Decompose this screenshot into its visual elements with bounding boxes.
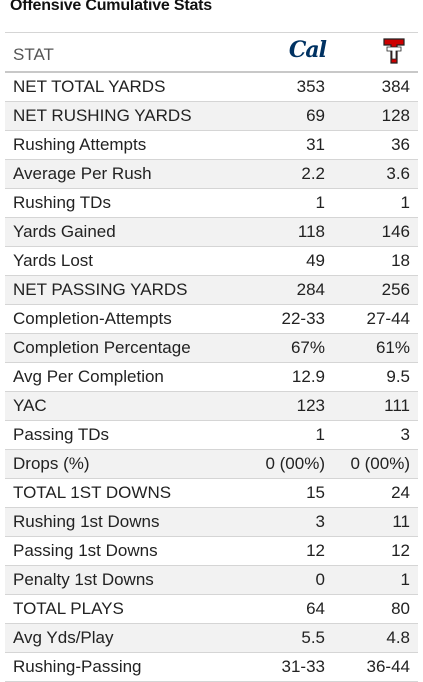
texas-tech-value: 3.6 [386, 164, 410, 183]
texas-tech-value: 1 [400, 570, 410, 589]
table-row: Passing 1st Downs 12 12 [5, 537, 418, 566]
stat-label: NET PASSING YARDS [13, 280, 188, 299]
table-row: Avg Yds/Play 5.5 4.8 [5, 624, 418, 653]
cal-value: 123 [296, 396, 325, 415]
cal-value: 1 [315, 193, 325, 212]
table-row: Penalty 1st Downs 0 1 [5, 566, 418, 595]
cal-value: 12.9 [291, 367, 325, 386]
table-header: STAT Cal [5, 33, 418, 73]
texas-tech-value: 27-44 [366, 309, 410, 328]
page-title: Offensive Cumulative Stats [10, 0, 212, 14]
table-row: TOTAL 1ST DOWNS 15 24 [5, 479, 418, 508]
texas-tech-value: 36 [391, 135, 410, 154]
table-row: Rushing Attempts 31 36 [5, 131, 418, 160]
stat-label: Avg Yds/Play [13, 628, 114, 647]
stat-label: Yards Lost [13, 251, 94, 270]
stat-label: Yards Gained [13, 222, 116, 241]
texas-tech-value: 9.5 [386, 367, 410, 386]
table-row: Yards Gained 118 146 [5, 218, 418, 247]
cal-value: 5.5 [301, 628, 325, 647]
texas-tech-value: 128 [381, 106, 410, 125]
table-row: NET PASSING YARDS 284 256 [5, 276, 418, 305]
texas-tech-value: 1 [400, 193, 410, 212]
table-row: Rushing-Passing 31-33 36-44 [5, 653, 418, 682]
cal-logo-icon: Cal [288, 37, 327, 63]
texas-tech-value: 111 [384, 396, 410, 415]
cal-value: 64 [306, 599, 325, 618]
cal-value: 67% [290, 338, 325, 357]
stat-label: YAC [13, 396, 47, 415]
cal-value: 284 [296, 280, 325, 299]
table-row: Rushing 1st Downs 3 11 [5, 508, 418, 537]
table-row: Avg Per Completion 12.9 9.5 [5, 363, 418, 392]
texas-tech-value: 0 (00%) [350, 454, 410, 473]
texas-tech-value: 384 [381, 77, 410, 96]
cal-value: 0 (00%) [265, 454, 325, 473]
table-row: TOTAL PLAYS 64 80 [5, 595, 418, 624]
stat-label: Rushing Attempts [13, 135, 147, 154]
stat-label: TOTAL 1ST DOWNS [13, 483, 172, 502]
stat-label: Passing 1st Downs [13, 541, 158, 560]
texas-tech-value: 61% [375, 338, 410, 357]
table-row: NET RUSHING YARDS 69 128 [5, 102, 418, 131]
texas-tech-logo-icon [383, 38, 405, 64]
table-row: NET TOTAL YARDS 353 384 [5, 73, 418, 102]
stat-label: TOTAL PLAYS [13, 599, 124, 618]
stat-label: Completion-Attempts [13, 309, 172, 328]
cal-value: 69 [306, 106, 325, 125]
stats-table: STAT Cal NET TOTAL YARDS 353 384 NET RUSHIN… [5, 32, 418, 682]
cal-value: 22-33 [281, 309, 325, 328]
texas-tech-value: 18 [391, 251, 410, 270]
texas-tech-value: 146 [381, 222, 410, 241]
stat-label: Passing TDs [13, 425, 110, 444]
cal-value: 118 [297, 222, 325, 241]
stat-label: NET RUSHING YARDS [13, 106, 192, 125]
table-body: NET TOTAL YARDS 353 384 NET RUSHING YARDS 69… [5, 73, 418, 682]
stat-column-header: STAT [13, 45, 54, 64]
cal-value: 0 [315, 570, 325, 589]
table-row: Rushing TDs 1 1 [5, 189, 418, 218]
stat-label: Drops (%) [13, 454, 90, 473]
texas-tech-value: 24 [391, 483, 410, 502]
cal-value: 2.2 [301, 164, 325, 183]
texas-tech-value: 36-44 [366, 657, 410, 676]
cal-value: 3 [315, 512, 325, 531]
table-row: Yards Lost 49 18 [5, 247, 418, 276]
stat-label: Average Per Rush [13, 164, 152, 183]
texas-tech-value: 3 [400, 425, 410, 444]
table-row: Passing TDs 1 3 [5, 421, 418, 450]
table-row: Completion-Attempts 22-33 27-44 [5, 305, 418, 334]
cal-value: 353 [296, 77, 325, 96]
stat-label: Rushing-Passing [13, 657, 142, 676]
texas-tech-value: 4.8 [386, 628, 410, 647]
stat-label: Rushing 1st Downs [13, 512, 160, 531]
table-row: YAC 123 111 [5, 392, 418, 421]
cal-value: 31-33 [281, 657, 325, 676]
cal-value: 15 [306, 483, 325, 502]
cal-value: 12 [306, 541, 325, 560]
stat-label: Completion Percentage [13, 338, 191, 357]
texas-tech-value: 80 [391, 599, 410, 618]
stat-label: Rushing TDs [13, 193, 111, 212]
texas-tech-value: 11 [392, 512, 410, 531]
texas-tech-value: 12 [391, 541, 410, 560]
table-row: Completion Percentage 67% 61% [5, 334, 418, 363]
cal-value: 49 [306, 251, 325, 270]
cal-value: 31 [306, 135, 325, 154]
stat-label: NET TOTAL YARDS [13, 77, 166, 96]
stat-label: Penalty 1st Downs [13, 570, 154, 589]
stat-label: Avg Per Completion [13, 367, 164, 386]
table-row: Average Per Rush 2.2 3.6 [5, 160, 418, 189]
table-row: Drops (%) 0 (00%) 0 (00%) [5, 450, 418, 479]
cal-value: 1 [315, 425, 325, 444]
texas-tech-value: 256 [381, 280, 410, 299]
